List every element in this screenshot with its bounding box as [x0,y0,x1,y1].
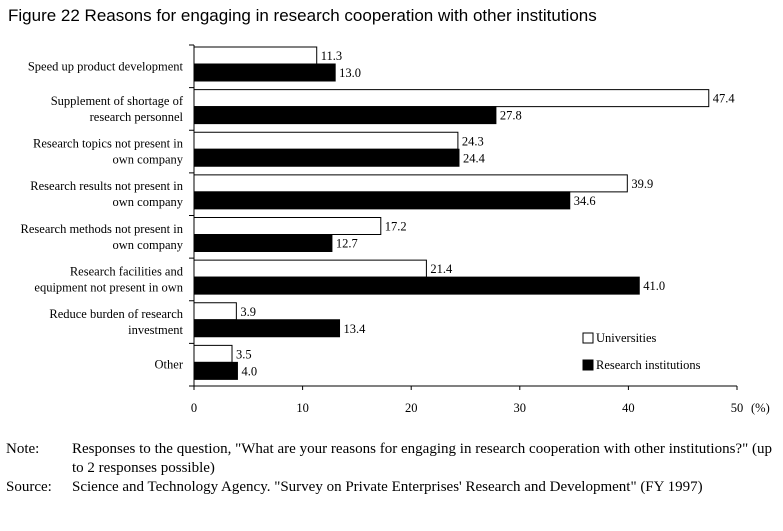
note-label: Note: [6,441,40,457]
data-label: 24.3 [462,134,484,148]
data-label: 24.4 [463,151,486,165]
x-tick-label: 40 [622,401,635,415]
category-label: Reduce burden of research investment [49,307,183,337]
legend-label: Research institutions [596,358,701,372]
category-label: Research topics not present in own compan… [33,137,184,167]
source-label: Source: [6,479,52,495]
data-label: 47.4 [713,92,736,106]
bar-research-institutions [193,106,497,125]
bar-universities [193,174,628,193]
data-label: 4.0 [241,364,257,378]
x-unit-label: (%) [751,401,770,415]
legend-label: Universities [596,331,657,345]
bar-universities [193,131,459,150]
bar-research-institutions [193,191,571,210]
bar-universities [193,46,318,65]
notes-block: Note: Responses to the question, "What a… [6,440,772,497]
data-label: 21.4 [430,262,453,276]
data-label: 13.4 [344,322,367,336]
bar-universities [193,344,233,363]
chart-title: Figure 22 Reasons for engaging in resear… [8,6,597,25]
bar-universities [193,302,237,321]
data-label: 3.9 [240,305,256,319]
data-label: 3.5 [236,347,252,361]
bar-universities [193,259,427,278]
data-label: 12.7 [336,237,358,251]
bars-group: 11.3 13.0 47.4 27.8 24.3 24.4 39.9 34.6 17.2 12.7… [193,46,736,380]
bar-research-institutions [193,361,238,380]
bar-research-institutions [193,276,640,295]
legend-swatch-research-institutions [582,359,594,371]
data-label: 39.9 [631,177,653,191]
bar-chart: 11.3 13.0 47.4 27.8 24.3 24.4 39.9 34.6 17.2 12.7… [21,44,770,415]
legend: Universities Research institutions [582,331,701,372]
source-row: Source: Science and Technology Agency. "… [6,478,772,497]
bar-research-institutions [193,148,460,167]
data-label: 34.6 [574,194,596,208]
category-label: Research results not present in own compa… [30,179,183,209]
bar-universities [193,217,382,235]
data-label: 13.0 [339,66,361,80]
source-text: Science and Technology Agency. "Survey o… [72,479,703,495]
x-tick-label: 0 [191,401,197,415]
category-label: Other [155,358,184,372]
x-tick-label: 10 [296,401,309,415]
category-label: Speed up product development [28,59,184,73]
note-row: Note: Responses to the question, "What a… [6,440,772,478]
bar-research-institutions [193,63,336,82]
data-label: 27.8 [500,109,522,123]
bar-research-institutions [193,319,341,338]
category-label: Research facilities and equipment not pre… [34,264,183,294]
category-label: Research methods not present in own compa… [21,222,184,252]
axes-group: Speed up product development Supplement o… [21,44,770,415]
data-label: 11.3 [321,49,342,63]
x-tick-label: 30 [514,401,527,415]
bar-universities [193,89,710,108]
note-text: Responses to the question, "What are you… [72,441,772,476]
x-tick-label: 20 [405,401,418,415]
legend-swatch-universities [582,332,594,344]
bar-research-institutions [193,234,333,252]
data-label: 17.2 [385,220,407,234]
category-label: Supplement of shortage of research person… [51,94,184,124]
data-label: 41.0 [643,279,665,293]
x-tick-label: 50 [731,401,744,415]
